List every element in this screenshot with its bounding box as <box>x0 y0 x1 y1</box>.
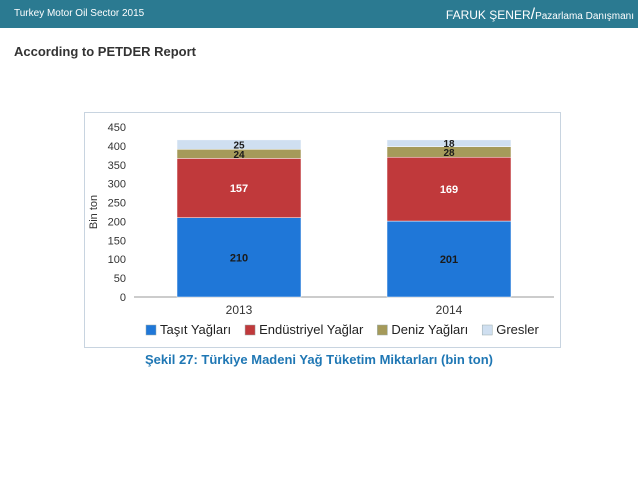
slide-subtitle: According to PETDER Report <box>14 44 197 59</box>
legend-label: Taşıt Yağları <box>160 322 231 337</box>
legend: Taşıt Yağları Endüstriyel Yağlar Deniz Yağ… <box>145 322 540 337</box>
data-label: 24 <box>233 150 245 161</box>
x-tick-label: 2014 <box>436 303 463 317</box>
y-tick-label: 300 <box>108 179 126 191</box>
y-tick-label: 350 <box>108 160 126 172</box>
legend-swatch <box>145 324 157 336</box>
x-tick-label: 2013 <box>226 303 253 317</box>
bar-segment <box>386 156 512 222</box>
legend-label: Endüstriyel Yağlar <box>259 322 364 337</box>
y-tick-label: 50 <box>114 273 126 285</box>
y-tick-label: 450 <box>108 122 126 134</box>
x-axis: 2013 2014 <box>226 303 463 317</box>
legend-swatch <box>244 324 256 336</box>
y-tick-label: 0 <box>120 292 126 304</box>
y-axis-label: Bin ton <box>88 195 100 229</box>
y-tick-label: 400 <box>108 141 126 153</box>
data-label: 25 <box>233 141 245 152</box>
presentation-title: Turkey Motor Oil Sector 2015 <box>14 8 145 19</box>
data-label: 210 <box>230 252 248 264</box>
data-label: 169 <box>440 184 458 196</box>
figure-caption: Şekil 27: Türkiye Madeni Yağ Tüketim Mik… <box>145 352 493 367</box>
legend-swatch <box>377 324 388 336</box>
legend-swatch <box>481 324 493 336</box>
y-tick-label: 150 <box>108 235 126 247</box>
header-bar: Turkey Motor Oil Sector 2015 FARUK ŞENER… <box>0 0 638 28</box>
legend-label: Gresler <box>496 322 539 337</box>
data-label: 18 <box>443 139 455 150</box>
author-role: Pazarlama Danışmanı <box>535 11 634 22</box>
author-block: FARUK ŞENER/Pazarlama Danışmanı <box>445 6 634 23</box>
data-label: 157 <box>230 183 248 195</box>
y-tick-label: 200 <box>108 216 126 228</box>
bar-segment <box>386 139 512 147</box>
bar-segment <box>386 220 512 298</box>
y-tick-label: 100 <box>108 254 126 266</box>
bar-segment <box>176 139 302 150</box>
y-tick-label: 250 <box>108 198 126 210</box>
author-name: FARUK ŞENER <box>445 8 531 22</box>
data-label: 28 <box>443 148 455 159</box>
data-label: 201 <box>440 254 458 266</box>
y-axis: 0 50 100 150 200 250 300 350 400 450 <box>108 122 554 304</box>
legend-label: Deniz Yağları <box>391 322 468 337</box>
